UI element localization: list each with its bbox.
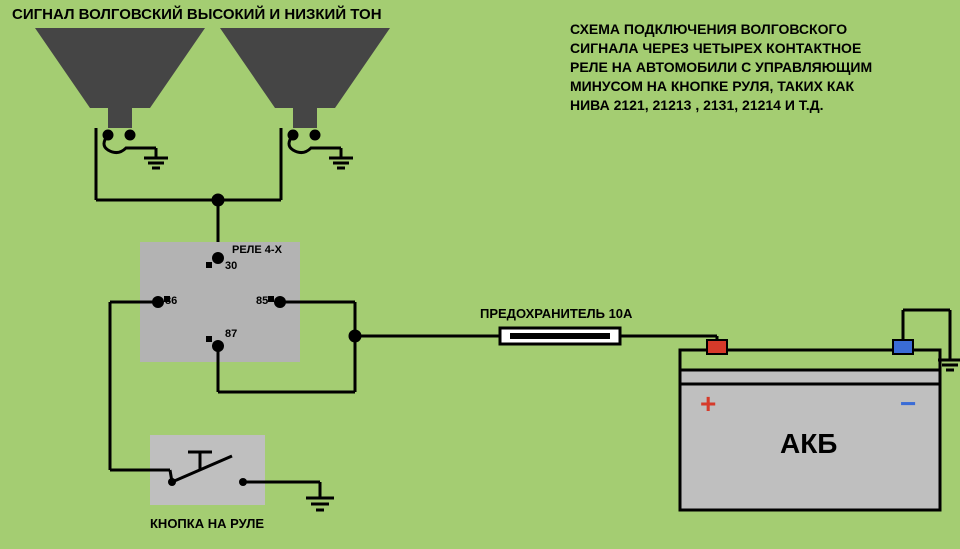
battery — [680, 340, 940, 510]
button-label: КНОПКА НА РУЛЕ — [150, 516, 264, 531]
horn-high — [35, 28, 205, 128]
battery-label: АКБ — [780, 428, 837, 460]
battery-plus: + — [700, 388, 716, 420]
ground-horn-right — [289, 131, 353, 168]
wire-horns-to-relay — [96, 128, 281, 258]
relay-pin-85: 85 — [256, 295, 268, 307]
relay-pin-87: 87 — [225, 328, 237, 340]
title: СИГНАЛ ВОЛГОВСКИЙ ВЫСОКИЙ И НИЗКИЙ ТОН — [12, 6, 382, 23]
battery-minus: − — [900, 388, 916, 420]
relay-label: РЕЛЕ 4-Х — [232, 244, 282, 256]
horn-low — [220, 28, 390, 128]
fuse — [500, 328, 620, 344]
description: СХЕМА ПОДКЛЮЧЕНИЯ ВОЛГОВСКОГО СИГНАЛА ЧЕ… — [570, 20, 872, 114]
relay — [140, 242, 300, 362]
relay-pin-86: 86 — [165, 295, 177, 307]
fuse-label: ПРЕДОХРАНИТЕЛЬ 10А — [480, 306, 632, 321]
wire-fuse-to-battery — [620, 336, 717, 350]
relay-pin-30: 30 — [225, 260, 237, 272]
ground-horn-left — [104, 131, 168, 168]
